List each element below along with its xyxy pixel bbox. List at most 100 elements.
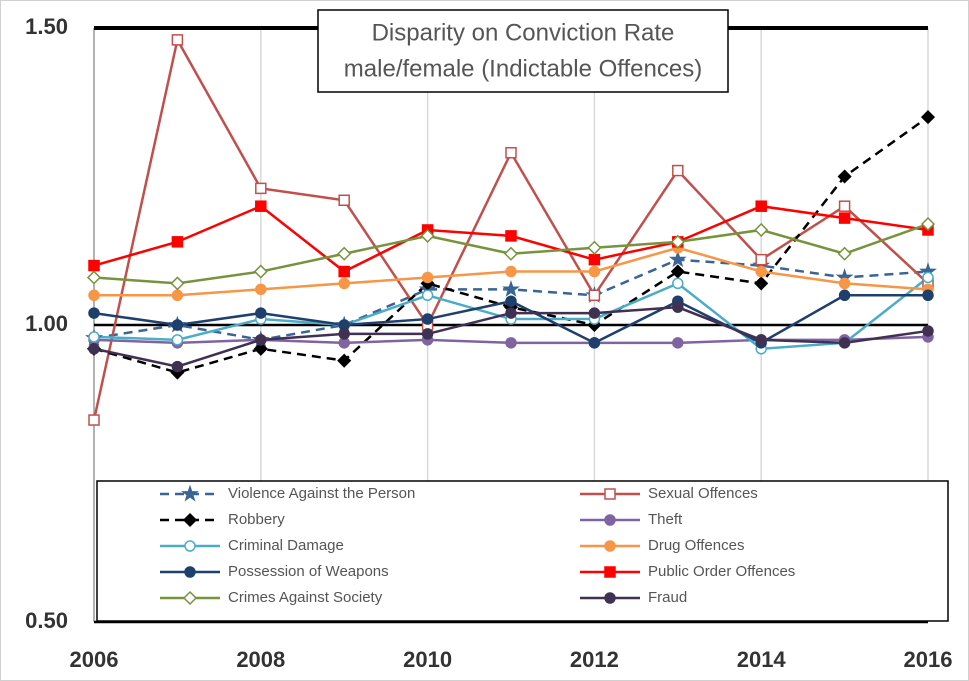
marker [503, 246, 519, 261]
marker [755, 265, 767, 278]
marker [184, 540, 196, 552]
marker [184, 566, 196, 578]
marker [420, 228, 435, 243]
marker [88, 331, 100, 343]
marker [588, 337, 601, 349]
x-tick-label: 2006 [70, 647, 119, 672]
legend-item: Possession of Weapons [160, 563, 389, 580]
marker [337, 353, 352, 368]
marker [754, 222, 769, 238]
marker [604, 488, 616, 500]
marker [505, 295, 517, 307]
marker [171, 34, 184, 46]
marker [253, 264, 268, 279]
marker [838, 200, 851, 212]
marker [588, 265, 601, 278]
title-box [317, 9, 729, 93]
marker [505, 230, 517, 242]
legend-item: Robbery [160, 511, 285, 528]
legend-label: Crimes Against Society [228, 589, 383, 606]
chart-title: male/female (Indictable Offences) [344, 55, 702, 82]
marker [838, 289, 851, 302]
marker [920, 216, 936, 232]
marker [505, 265, 517, 278]
marker [502, 280, 520, 297]
legend-label: Violence Against the Person [228, 485, 415, 502]
legend-item: Sexual Offences [580, 485, 758, 502]
marker [171, 319, 184, 331]
marker [182, 512, 198, 528]
x-tick-label: 2012 [570, 647, 619, 672]
marker [421, 271, 434, 284]
marker [88, 289, 100, 302]
legend-label: Fraud [648, 589, 687, 606]
legend-item: Public Order Offences [580, 563, 795, 580]
marker [171, 236, 184, 248]
legend-box [96, 480, 949, 622]
marker [182, 590, 198, 606]
marker [505, 146, 517, 159]
marker [253, 341, 268, 356]
marker [604, 592, 616, 604]
legend-item: Fraud [580, 589, 687, 606]
legend-item: Crimes Against Society [160, 589, 383, 606]
y-tick-label: 1.50 [25, 14, 68, 39]
legend-label: Theft [648, 511, 683, 528]
y-tick-label: 0.50 [25, 608, 68, 633]
marker [171, 360, 184, 373]
marker [922, 289, 934, 302]
legend-item: Criminal Damage [160, 537, 344, 554]
marker [255, 307, 267, 319]
marker [672, 164, 684, 177]
marker [337, 246, 352, 261]
marker [88, 343, 100, 355]
marker [421, 313, 434, 325]
marker [755, 253, 767, 266]
marker [338, 265, 350, 278]
x-tick-label: 2008 [236, 647, 285, 672]
marker [255, 334, 267, 346]
marker [670, 264, 685, 279]
legend-label: Robbery [228, 511, 285, 528]
marker [587, 240, 602, 255]
marker [86, 270, 102, 285]
marker [255, 200, 267, 212]
legend-label: Criminal Damage [228, 537, 344, 554]
marker [754, 276, 769, 291]
marker [604, 566, 616, 578]
marker [88, 414, 100, 426]
marker [255, 182, 267, 195]
chart-title: Disparity on Conviction Rate [372, 19, 675, 46]
legend: Violence Against the Person Sexual Offenc… [96, 480, 949, 622]
marker [421, 328, 434, 340]
marker [838, 212, 851, 224]
legend-label: Possession of Weapons [228, 563, 389, 580]
marker [505, 307, 517, 319]
legend-label: Public Order Offences [648, 563, 795, 580]
marker [755, 334, 767, 346]
marker [505, 337, 517, 349]
marker [668, 250, 687, 268]
marker [672, 277, 684, 290]
x-tick-label: 2010 [403, 647, 452, 672]
marker [672, 337, 684, 349]
marker [837, 246, 852, 261]
marker [338, 194, 350, 207]
marker [255, 283, 267, 296]
marker [672, 301, 684, 313]
marker [670, 234, 685, 249]
marker [338, 328, 350, 340]
marker [588, 253, 601, 266]
x-tick-label: 2016 [904, 647, 953, 672]
marker [421, 289, 434, 302]
marker [171, 289, 184, 302]
legend-item: Violence Against the Person [160, 484, 415, 502]
marker [604, 540, 616, 552]
legend-item: Drug Offences [580, 537, 744, 554]
marker [838, 337, 851, 349]
marker [171, 334, 184, 346]
legend-item: Theft [580, 511, 683, 528]
legend-label: Sexual Offences [648, 485, 758, 502]
marker [170, 276, 185, 291]
